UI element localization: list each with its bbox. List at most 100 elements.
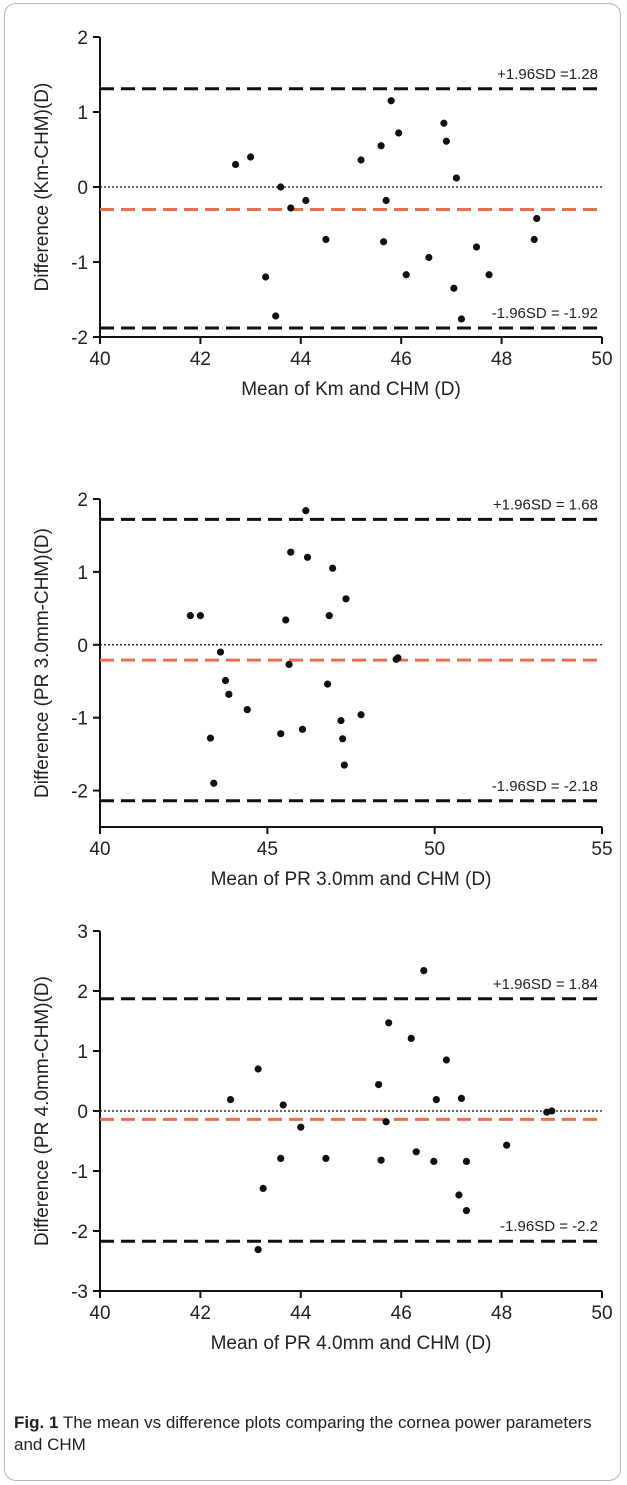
data-point [337, 716, 345, 725]
data-point [430, 1157, 438, 1165]
bland-altman-plot-km: -2 -1 0 1 2 40 42 44 46 48 50 +1.96SD =1.28 -1.96SD … [32, 28, 613, 400]
data-point [285, 660, 293, 669]
data-point [225, 690, 233, 698]
x-axis-title: Mean of Km and CHM (D) [241, 379, 461, 400]
y-tick-label: 1 [77, 1042, 88, 1063]
data-point [377, 1156, 385, 1164]
data-point [254, 1065, 262, 1073]
data-point [206, 734, 215, 742]
y-tick-label: -1 [71, 709, 88, 730]
data-point [302, 507, 310, 515]
x-tick-label: 40 [89, 349, 110, 370]
data-point [342, 595, 350, 603]
lower-limit-label: -1.96SD = -2.2 [500, 1218, 598, 1235]
data-point [412, 1148, 420, 1156]
data-point [243, 706, 251, 714]
data-point [472, 243, 481, 251]
y-tick-label: 2 [77, 490, 88, 511]
data-point [287, 548, 295, 556]
data-point [231, 160, 240, 169]
x-tick-label: 40 [89, 1303, 110, 1324]
y-axis-title: Difference (PR 3.0mm-CHM)(D) [32, 528, 53, 798]
x-tick-label: 44 [290, 1303, 312, 1324]
data-point [287, 204, 295, 212]
data-point [282, 616, 290, 624]
caption-text: The mean vs difference plots comparing t… [14, 1413, 592, 1454]
data-point [277, 730, 285, 738]
data-point [323, 680, 332, 688]
data-point [340, 761, 348, 769]
data-point [382, 196, 390, 205]
y-tick-label: 0 [77, 636, 88, 657]
data-point [277, 183, 285, 191]
data-point [533, 214, 541, 223]
data-point [387, 97, 395, 105]
upper-limit-label: +1.96SD =1.28 [497, 66, 598, 83]
data-point [462, 1207, 471, 1215]
data-point [377, 142, 385, 150]
data-point [402, 271, 410, 279]
lower-limit-label: -1.96SD = -1.92 [492, 305, 598, 322]
y-tick-label: 1 [77, 103, 88, 124]
data-point [455, 1191, 463, 1199]
data-point [322, 235, 330, 244]
y-tick-label: -1 [71, 1162, 88, 1183]
bland-altman-plot-pr3: -2 -1 0 1 2 40 45 50 55 +1.96SD = 1.68 -1.96SD = -… [32, 490, 613, 890]
y-tick-label: -2 [71, 782, 88, 803]
x-axis-title: Mean of PR 3.0mm and CHM (D) [211, 869, 492, 890]
data-point [357, 711, 365, 719]
y-tick-label: 1 [77, 563, 88, 584]
data-point [328, 564, 337, 572]
x-tick-label: 42 [190, 349, 211, 370]
data-point [262, 273, 270, 281]
data-point [440, 119, 448, 127]
x-tick-label: 48 [491, 349, 512, 370]
lower-limit-label: -1.96SD = -2.18 [492, 778, 598, 795]
x-tick-label: 55 [591, 839, 612, 860]
data-point [375, 1081, 383, 1089]
data-point [254, 1246, 262, 1254]
data-point [380, 238, 388, 246]
y-tick-label: -2 [71, 328, 88, 349]
data-point [452, 174, 461, 182]
x-tick-label: 50 [591, 1303, 612, 1324]
data-point [302, 196, 310, 205]
data-point [210, 779, 218, 787]
data-point [432, 1096, 440, 1104]
x-tick-label: 40 [89, 839, 110, 860]
bland-altman-plot-pr4: -3 -2 -1 0 1 2 3 40 42 44 46 48 50 +1.96SD = 1.84 -1.9… [32, 922, 613, 1354]
data-point [503, 1141, 511, 1149]
data-point [298, 725, 307, 733]
x-tick-label: 50 [424, 839, 445, 860]
y-tick-label: 0 [77, 1102, 88, 1123]
data-point [339, 735, 347, 743]
data-point [186, 612, 194, 620]
data-point [259, 1184, 267, 1192]
data-point [462, 1157, 471, 1165]
x-tick-label: 48 [491, 1303, 512, 1324]
data-point [303, 553, 312, 561]
data-point [325, 612, 333, 620]
y-axis-title: Difference (Km-CHM)(D) [32, 83, 53, 292]
data-point [247, 153, 255, 161]
upper-limit-label: +1.96SD = 1.68 [493, 496, 598, 513]
data-point [297, 1123, 305, 1131]
y-tick-label: 2 [77, 28, 88, 49]
y-tick-label: 2 [77, 982, 88, 1003]
upper-limit-label: +1.96SD = 1.84 [493, 976, 598, 993]
y-tick-label: -2 [71, 1222, 88, 1243]
data-point [357, 156, 365, 164]
data-point [457, 1094, 466, 1102]
data-point [216, 648, 225, 656]
data-point [272, 312, 280, 320]
y-tick-label: 3 [77, 922, 88, 943]
data-point [442, 137, 450, 145]
caption-label: Fig. 1 [14, 1413, 59, 1432]
x-tick-label: 46 [391, 349, 412, 370]
data-point [322, 1154, 330, 1162]
data-point [226, 1096, 235, 1104]
data-point [221, 676, 230, 685]
data-point [382, 1118, 390, 1126]
data-point [277, 1154, 285, 1162]
data-point [385, 1019, 393, 1027]
